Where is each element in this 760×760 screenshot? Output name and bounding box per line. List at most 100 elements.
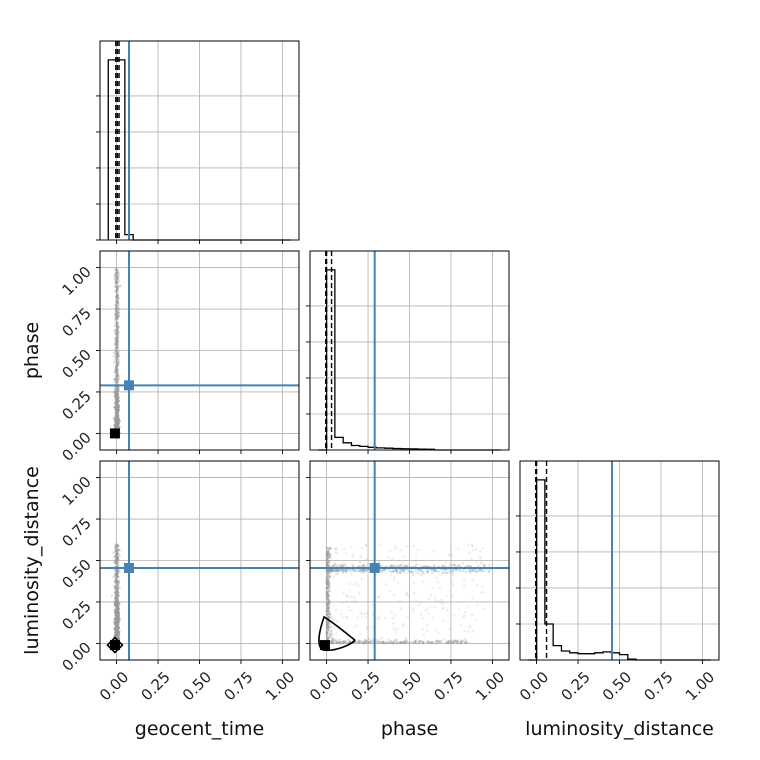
- scatter-phase-vs-luminosity-distance-point-80: [448, 565, 452, 568]
- scatter-phase-vs-luminosity-distance-point-1054: [325, 623, 329, 626]
- scatter-geocent-time-vs-luminosity-distance-point-382: [116, 582, 120, 585]
- scatter-phase-vs-luminosity-distance-point-718: [344, 639, 347, 642]
- scatter-phase-vs-luminosity-distance-point-835: [325, 625, 329, 629]
- scatter-phase-vs-luminosity-distance-point-344: [327, 570, 331, 573]
- scatter-phase-vs-luminosity-distance-point-1082: [426, 607, 429, 610]
- scatter-geocent-time-vs-luminosity-distance-point-668: [116, 591, 120, 594]
- scatter-phase-vs-luminosity-distance-point-559: [347, 641, 351, 644]
- scatter-phase-vs-luminosity-distance-point-556: [334, 640, 337, 643]
- scatter-phase-vs-luminosity-distance-point-401: [341, 564, 344, 567]
- scatter-phase-vs-luminosity-distance-point-529: [361, 641, 364, 645]
- scatter-phase-vs-luminosity-distance-point-1044: [326, 580, 330, 583]
- scatter-geocent-time-vs-luminosity-distance-point-274: [115, 552, 119, 555]
- scatter-phase-vs-luminosity-distance-point-952: [326, 611, 330, 614]
- scatter-geocent-time-vs-luminosity-distance-point-656: [117, 600, 120, 604]
- scatter-phase-vs-luminosity-distance-point-571: [400, 642, 404, 645]
- scatter-geocent-time-vs-phase-point-140: [115, 362, 119, 365]
- scatter-phase-vs-luminosity-distance-point-207: [417, 568, 420, 572]
- scatter-geocent-time-vs-luminosity-distance-point-255: [116, 592, 119, 595]
- scatter-geocent-time-vs-luminosity-distance-truth-marker: [124, 562, 135, 573]
- scatter-phase-vs-luminosity-distance-point-1157: [341, 562, 344, 565]
- scatter-phase-vs-luminosity-distance-point-1079: [468, 551, 471, 555]
- scatter-phase-vs-luminosity-distance-point-856: [326, 602, 329, 606]
- scatter-phase-vs-luminosity-distance-point-1092: [481, 546, 485, 550]
- scatter-phase-vs-luminosity-distance-point-1281: [433, 605, 437, 609]
- scatter-phase-vs-luminosity-distance-point-824: [325, 631, 329, 635]
- scatter-phase-vs-luminosity-distance-point-1250: [445, 608, 449, 611]
- scatter-geocent-time-vs-luminosity-distance-point-208: [116, 570, 119, 573]
- scatter-geocent-time-vs-phase-point-27: [115, 329, 118, 332]
- scatter-phase-vs-luminosity-distance-point-1189: [434, 629, 437, 632]
- scatter-phase-vs-luminosity-distance-point-926: [325, 613, 328, 617]
- scatter-phase-vs-luminosity-distance-point-555: [358, 640, 362, 643]
- scatter-phase-vs-luminosity-distance-point-1151: [335, 608, 338, 611]
- scatter-phase-vs-luminosity-distance-point-503: [390, 641, 393, 644]
- scatter-geocent-time-vs-phase-point-545: [116, 288, 120, 292]
- scatter-geocent-time-vs-phase-point-373: [117, 331, 121, 334]
- scatter-geocent-time-vs-phase-point-579: [116, 337, 119, 341]
- scatter-phase-vs-luminosity-distance-point-1032: [328, 556, 331, 559]
- scatter-geocent-time-vs-phase-point-88: [114, 313, 117, 316]
- scatter-phase-vs-luminosity-distance-point-648: [342, 640, 345, 644]
- scatter-geocent-time-vs-luminosity-distance-point-348: [114, 560, 118, 563]
- scatter-geocent-time-vs-phase-point-651: [116, 321, 119, 324]
- scatter-geocent-time-vs-phase-point-601: [116, 301, 119, 304]
- scatter-geocent-time-vs-phase-point-562: [117, 308, 120, 312]
- scatter-phase-vs-luminosity-distance-point-307: [424, 565, 427, 568]
- scatter-phase-vs-luminosity-distance-point-619: [422, 642, 425, 645]
- scatter-geocent-time-vs-phase-point-268: [115, 329, 119, 333]
- scatter-phase-vs-luminosity-distance-point-419: [395, 569, 398, 573]
- scatter-phase-vs-luminosity-distance-point-931: [325, 558, 329, 561]
- scatter-geocent-time-vs-phase-point-432: [116, 302, 119, 305]
- scatter-phase-vs-luminosity-distance-point-617: [367, 637, 371, 641]
- scatter-phase-vs-luminosity-distance-point-622: [406, 641, 410, 644]
- scatter-geocent-time-vs-phase-point-695: [115, 278, 118, 282]
- scatter-geocent-time-vs-luminosity-distance-point-522: [116, 555, 119, 558]
- scatter-geocent-time-vs-luminosity-distance-point-51: [115, 576, 119, 580]
- scatter-geocent-time-vs-phase-point-352: [116, 339, 119, 343]
- scatter-geocent-time-vs-luminosity-distance-point-687: [114, 589, 117, 593]
- scatter-phase-vs-luminosity-distance-point-713: [401, 641, 404, 644]
- scatter-geocent-time-vs-phase-point-614: [114, 268, 118, 272]
- scatter-phase-vs-luminosity-distance-point-1293: [395, 628, 399, 631]
- scatter-phase-vs-luminosity-distance-point-380: [329, 569, 332, 573]
- scatter-geocent-time-vs-phase-point-524: [114, 280, 118, 283]
- scatter-phase-vs-luminosity-distance-point-1073: [462, 579, 466, 582]
- scatter-geocent-time-vs-phase-point-216: [116, 323, 119, 326]
- scatter-geocent-time-vs-luminosity-distance-point-593: [115, 580, 118, 583]
- scatter-phase-vs-luminosity-distance-point-708: [453, 641, 456, 644]
- scatter-geocent-time-vs-luminosity-distance-point-492: [115, 572, 119, 575]
- scatter-phase-vs-luminosity-distance-point-727: [333, 638, 336, 642]
- scatter-geocent-time-vs-phase-point-386: [116, 273, 120, 276]
- scatter-phase-vs-luminosity-distance-point-1015: [325, 580, 328, 583]
- scatter-phase-vs-luminosity-distance-point-1203: [403, 555, 406, 559]
- scatter-geocent-time-vs-phase-point-28: [116, 296, 120, 299]
- scatter-geocent-time-vs-phase-point-146: [116, 328, 119, 332]
- scatter-geocent-time-vs-phase-point-571: [115, 372, 118, 376]
- scatter-phase-vs-luminosity-distance-point-1115: [421, 628, 425, 631]
- scatter-geocent-time-vs-luminosity-distance-point-627: [116, 600, 120, 604]
- scatter-phase-vs-luminosity-distance-point-191: [396, 564, 400, 568]
- scatter-geocent-time-vs-phase-point-25: [114, 325, 117, 328]
- scatter-geocent-time-vs-luminosity-distance-point-127: [114, 587, 118, 590]
- scatter-geocent-time-vs-phase-point-3: [116, 312, 120, 315]
- scatter-geocent-time-vs-phase-point-275: [116, 306, 120, 310]
- scatter-phase-vs-luminosity-distance-point-1120: [399, 607, 403, 610]
- scatter-phase-vs-luminosity-distance-point-683: [399, 641, 402, 644]
- scatter-phase-vs-luminosity-distance-point-545: [343, 641, 346, 644]
- scatter-phase-vs-luminosity-distance-point-543: [414, 640, 417, 643]
- scatter-phase-vs-luminosity-distance-point-553: [407, 641, 410, 644]
- scatter-geocent-time-vs-phase-point-537: [115, 380, 118, 383]
- scatter-phase-vs-luminosity-distance-point-666: [391, 642, 395, 645]
- scatter-phase-vs-luminosity-distance-point-675: [357, 639, 361, 642]
- scatter-phase-vs-luminosity-distance-point-1017: [326, 552, 329, 555]
- scatter-geocent-time-vs-phase-point-656: [114, 272, 117, 275]
- scatter-geocent-time-vs-phase-point-669: [114, 295, 118, 298]
- scatter-phase-vs-luminosity-distance-point-423: [327, 568, 330, 571]
- scatter-geocent-time-vs-phase-point-632: [115, 365, 118, 368]
- scatter-phase-vs-luminosity-distance-point-560: [414, 641, 417, 645]
- scatter-geocent-time-vs-phase-point-587: [116, 275, 119, 279]
- scatter-phase-vs-luminosity-distance-point-500: [442, 638, 445, 641]
- scatter-geocent-time-vs-phase-point-597: [116, 324, 119, 328]
- scatter-phase-vs-luminosity-distance-point-577: [436, 641, 439, 644]
